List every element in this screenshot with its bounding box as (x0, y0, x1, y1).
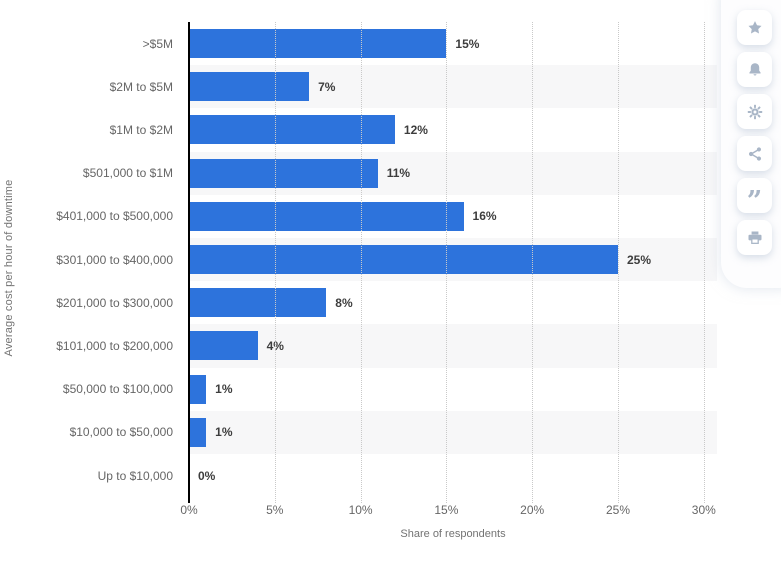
bar (189, 374, 207, 404)
bar-value-label: 12% (403, 122, 428, 137)
star-icon (747, 20, 763, 36)
row-band: 12% (189, 108, 717, 151)
bar (189, 115, 395, 145)
bar-value-label: 16% (472, 209, 497, 224)
category-label: $2M to $5M (109, 79, 173, 94)
x-tick-label: 15% (434, 503, 459, 517)
plot-area: 15% 7% 12% 11% 16% 25% 8% 4% 1% 1% 0% (189, 22, 717, 503)
bar (189, 245, 618, 274)
bar-value-label: 8% (335, 295, 353, 310)
category-label: $1M to $2M (109, 122, 173, 137)
bar-value-label: 0% (198, 468, 216, 483)
category-label: Up to $10,000 (97, 468, 173, 483)
bar-value-label: 11% (386, 166, 411, 181)
category-label: $10,000 to $50,000 (69, 425, 173, 440)
row-band: 0% (189, 454, 717, 497)
x-tick-label: 0% (180, 503, 198, 517)
row-band: 1% (189, 368, 717, 411)
bar (189, 331, 258, 361)
notifications-button[interactable] (737, 52, 772, 87)
bar (189, 417, 207, 447)
settings-button[interactable] (737, 94, 772, 129)
grid-line (274, 22, 276, 503)
bar (189, 158, 378, 188)
category-label: $301,000 to $400,000 (56, 252, 173, 267)
grid-line (446, 22, 448, 503)
grid-line (618, 22, 619, 503)
grid-line (360, 22, 362, 503)
category-label: $201,000 to $300,000 (56, 295, 173, 310)
category-label: $501,000 to $1M (82, 166, 173, 181)
row-band: 11% (189, 151, 717, 195)
bar-value-label: 1% (215, 425, 233, 440)
category-label: $101,000 to $200,000 (56, 338, 173, 353)
row-band: 1% (189, 410, 717, 454)
grid-line (703, 22, 705, 503)
favorite-button[interactable] (737, 10, 772, 45)
print-icon (747, 230, 763, 246)
x-axis-title: Share of respondents (400, 528, 506, 540)
bar (189, 201, 464, 231)
category-label: $401,000 to $500,000 (56, 209, 173, 224)
bar-value-label: 25% (627, 252, 652, 267)
row-band: 16% (189, 195, 717, 238)
row-band: 4% (189, 324, 717, 368)
row-band: 7% (189, 65, 717, 109)
cite-button[interactable]: ” (737, 178, 772, 217)
y-axis-line (188, 22, 190, 503)
bar (189, 72, 310, 102)
quote-icon: ” (746, 186, 763, 217)
bar-value-label: 15% (455, 36, 480, 51)
x-tick-label: 5% (266, 503, 284, 517)
bar (189, 29, 447, 58)
bell-icon (747, 62, 763, 78)
bar (189, 288, 327, 318)
row-band: 8% (189, 281, 717, 324)
x-tick-label: 25% (605, 503, 631, 517)
category-label: >$5M (142, 36, 173, 51)
share-icon (747, 146, 763, 162)
row-band: 25% (189, 238, 717, 282)
print-button[interactable] (737, 220, 772, 255)
row-band: 15% (189, 22, 717, 65)
x-axis-ticks: 0% 5% 10% 15% 20% 25% 30% (0, 503, 781, 519)
grid-line (532, 22, 534, 503)
share-button[interactable] (737, 136, 772, 171)
bar-value-label: 7% (318, 79, 336, 94)
gear-icon (747, 104, 763, 120)
bar-value-label: 1% (215, 382, 233, 397)
x-tick-label: 10% (348, 503, 373, 517)
x-tick-label: 20% (520, 503, 545, 517)
category-label: $50,000 to $100,000 (62, 382, 173, 397)
x-tick-label: 30% (691, 503, 716, 517)
